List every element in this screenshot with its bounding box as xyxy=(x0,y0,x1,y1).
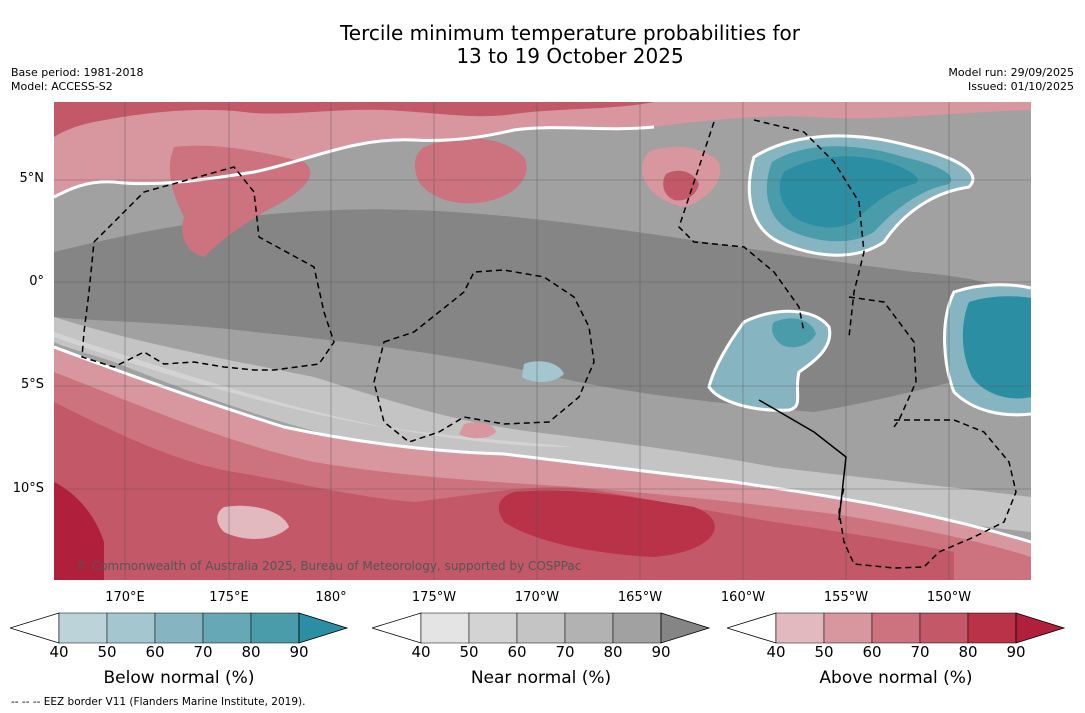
colorbar-tick-label: 70 xyxy=(555,643,575,661)
colorbar-title-near: Near normal (%) xyxy=(470,668,612,688)
lon-label-150w: 150°W xyxy=(926,590,972,605)
title-line-1: Tercile minimum temperature probabilitie… xyxy=(339,21,801,45)
colorbar-extend-high xyxy=(660,612,711,644)
contour-east xyxy=(943,283,1031,417)
above-normal-dateline-blob xyxy=(414,138,527,204)
colorbar-tick-label: 80 xyxy=(958,643,978,661)
colorbar-segment xyxy=(106,612,156,644)
base-period: Base period: 1981-2018 xyxy=(11,66,144,79)
colorbar-tick-label: 70 xyxy=(193,643,213,661)
issued-date: Issued: 01/10/2025 xyxy=(967,80,1074,93)
below-normal-central-core xyxy=(772,318,816,348)
colorbar-tick-label: 60 xyxy=(145,643,165,661)
colorbar-extend-high xyxy=(298,612,349,644)
colorbar-tick-label: 60 xyxy=(862,643,882,661)
lon-label-165w: 165°W xyxy=(617,590,663,605)
below-normal-east-core xyxy=(962,296,1031,399)
copyright-notice: © Commonwealth of Australia 2025, Bureau… xyxy=(76,559,581,573)
contour-north xyxy=(54,125,655,199)
white-contours xyxy=(54,125,1031,544)
below-normal-small-patch xyxy=(522,361,564,382)
colorbar-extend-low xyxy=(10,612,60,644)
colorbar-tick-label: 40 xyxy=(411,643,431,661)
colorbar-segment xyxy=(154,612,204,644)
lat-label-5n: 5°N xyxy=(19,171,45,186)
lon-label-155w: 155°W xyxy=(823,590,869,605)
lat-label-5s: 5°S xyxy=(20,377,44,392)
eez-central xyxy=(373,269,595,443)
colorbar-segment xyxy=(58,612,108,644)
lon-label-160w: 160°W xyxy=(720,590,766,605)
lon-label-175e: 175°E xyxy=(209,590,249,605)
colorbar-segment xyxy=(202,612,252,644)
colorbar-tick-label: 90 xyxy=(289,643,309,661)
colorbar-tick-label: 80 xyxy=(241,643,261,661)
colorbar-tick-label: 90 xyxy=(1006,643,1026,661)
meta-left: Base period: 1981-2018 Model: ACCESS-S2 xyxy=(11,66,143,94)
lat-label-0: 0° xyxy=(29,274,44,289)
colorbar-extend-low xyxy=(727,612,777,644)
colorbar-tick-label: 50 xyxy=(97,643,117,661)
eez-northeast xyxy=(753,119,865,338)
colorbar-title-above: Above normal (%) xyxy=(819,668,973,688)
colorbar-segment xyxy=(564,612,614,644)
title-line-2: 13 to 19 October 2025 xyxy=(456,44,684,68)
above-normal-south-core-central xyxy=(498,490,715,557)
meta-right: Model run: 29/09/2025 Issued: 01/10/2025 xyxy=(948,66,1074,94)
lon-label-175w: 175°W xyxy=(411,590,457,605)
colorbar-tick-label: 50 xyxy=(814,643,834,661)
eez-line-b xyxy=(848,296,917,428)
model-name: Model: ACCESS-S2 xyxy=(11,80,113,93)
eez-line-a xyxy=(678,121,805,333)
colorbar-below-normal xyxy=(10,612,349,644)
above-normal-west-blob xyxy=(169,145,311,257)
colorbar-segment xyxy=(468,612,518,644)
contour-northeast xyxy=(747,134,975,257)
colorbar-above-normal xyxy=(727,612,1066,644)
colorbar-segment xyxy=(823,612,873,644)
eez-west xyxy=(81,166,335,371)
above-normal-north-core xyxy=(54,102,654,137)
colorbar-title-below: Below normal (%) xyxy=(103,668,255,688)
lon-label-180: 180° xyxy=(315,590,347,605)
colorbar-tick-label: 90 xyxy=(651,643,671,661)
eez-solid-line xyxy=(758,399,847,521)
colorbar-segment xyxy=(612,612,662,644)
colorbar-tick-label: 40 xyxy=(766,643,786,661)
model-run: Model run: 29/09/2025 xyxy=(948,66,1074,79)
above-normal-south-80 xyxy=(54,402,954,580)
above-normal-north-band xyxy=(54,102,1031,197)
near-normal-60-zone xyxy=(54,317,1031,532)
lon-label-170w: 170°W xyxy=(514,590,560,605)
colorbar-tick-label: 70 xyxy=(910,643,930,661)
contour-south xyxy=(54,345,1031,544)
chart-title: Tercile minimum temperature probabilitie… xyxy=(0,22,1085,68)
eez-borders xyxy=(81,119,1017,569)
above-normal-light-patch xyxy=(217,505,289,539)
colorbar-segment xyxy=(871,612,921,644)
lat-label-10s: 10°S xyxy=(12,481,44,496)
colorbar-segment xyxy=(420,612,470,644)
colorbar-segment xyxy=(516,612,566,644)
lon-label-170e: 170°E xyxy=(105,590,145,605)
colorbar-tick-label: 80 xyxy=(603,643,623,661)
probability-map: © Commonwealth of Australia 2025, Bureau… xyxy=(54,102,1031,580)
graticule xyxy=(54,102,1031,580)
colorbar-near-normal xyxy=(372,612,711,644)
eez-footnote: -- -- -- EEZ border V11 (Flanders Marine… xyxy=(11,696,306,708)
above-normal-south-core-west xyxy=(54,482,104,580)
above-normal-small-patch xyxy=(459,422,496,439)
colorbar-segment xyxy=(919,612,969,644)
colorbar-tick-label: 50 xyxy=(459,643,479,661)
colorbar-extend-low xyxy=(372,612,422,644)
colorbar-segment xyxy=(967,612,1017,644)
colorbar-tick-label: 40 xyxy=(49,643,69,661)
contour-central xyxy=(707,309,832,412)
below-normal-northeast-core xyxy=(779,156,918,228)
colorbar-tick-label: 60 xyxy=(507,643,527,661)
colorbar-extend-high xyxy=(1015,612,1066,644)
colorbar-segment xyxy=(775,612,825,644)
colorbar-segment xyxy=(250,612,300,644)
eez-southeast xyxy=(838,419,1017,569)
